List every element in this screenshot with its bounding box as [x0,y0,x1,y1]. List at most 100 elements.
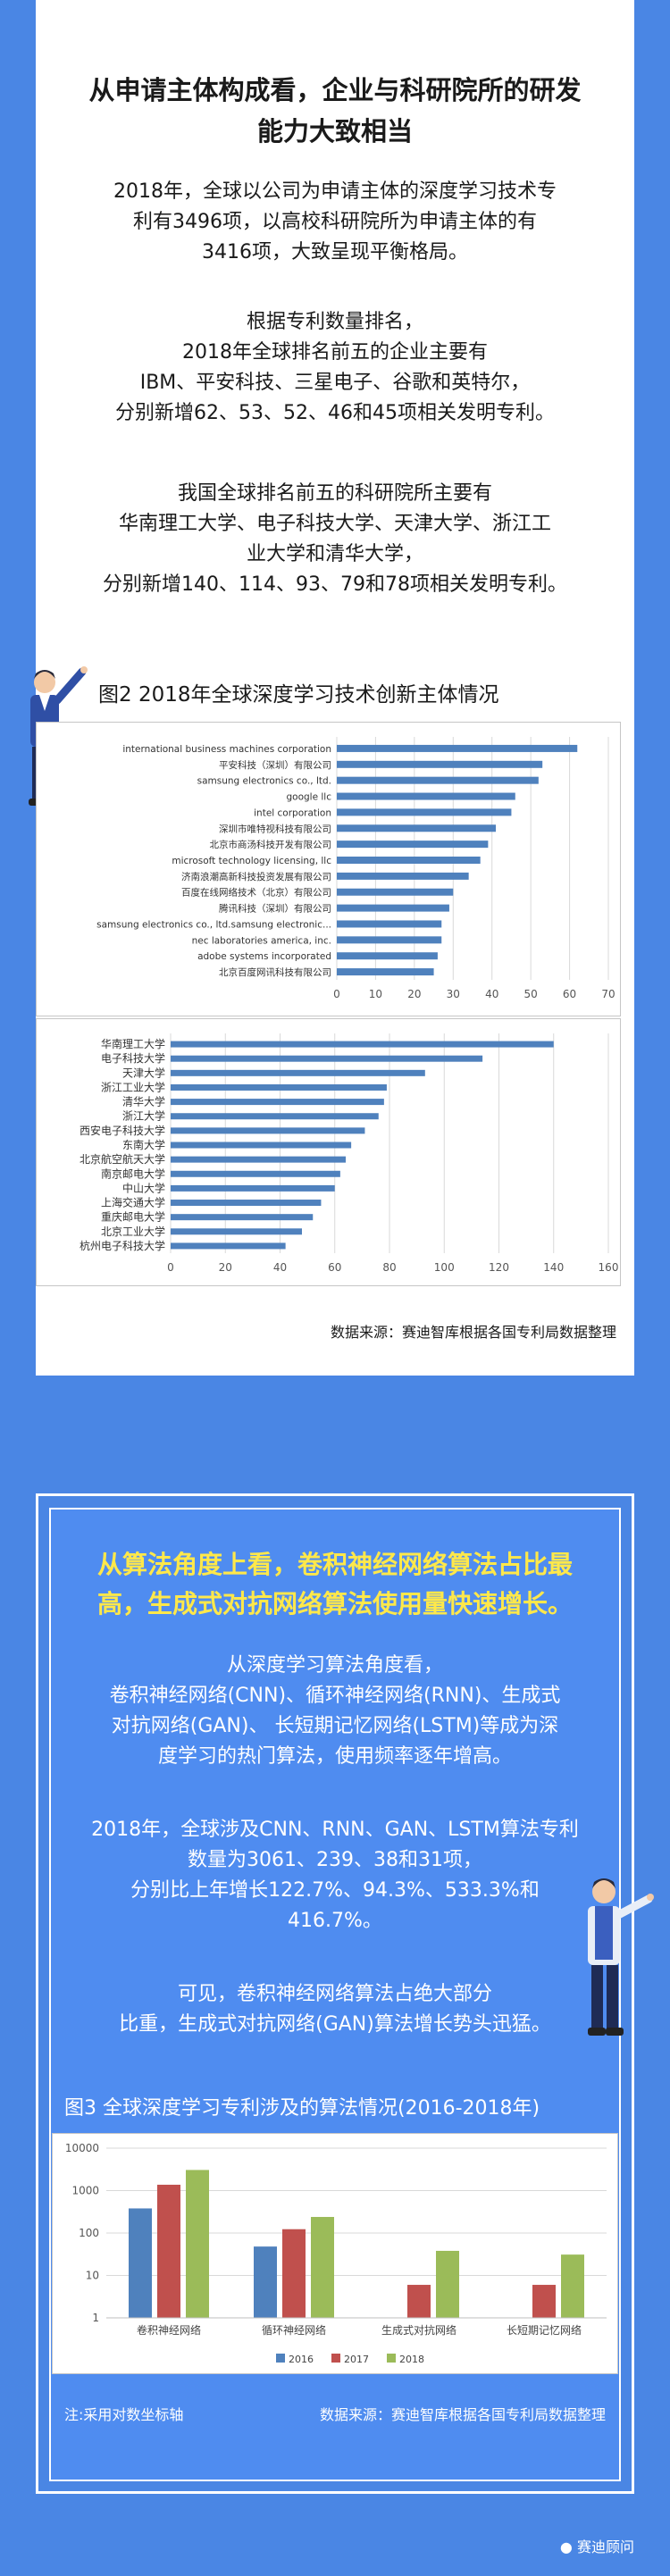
x-tick-label: 40 [485,988,498,1000]
section1-heading: 从申请主体构成看，企业与科研院所的研发 能力大致相当 [88,75,582,146]
category-label: 天津大学 [122,1066,165,1079]
bar [532,2285,556,2318]
category-label: 北京航空航天大学 [80,1152,165,1166]
x-tick-label: 0 [333,988,340,1000]
analyst-illustration [588,1878,654,2036]
bar [337,808,512,816]
section1-para1: 2018年，全球以公司为申请主体的深度学习技术专 利有3496项，以高校科研院所… [113,180,557,263]
bar [171,1083,387,1091]
x-tick-label: 60 [563,988,576,1000]
y-tick-label: 1000 [71,2185,99,2197]
legend-swatch [276,2354,285,2363]
bar [337,760,543,768]
section1-para2: 根据专利数量排名， 2018年全球排名前五的企业主要有 IBM、平安科技、三星电… [115,311,555,424]
section1-source: 数据来源：赛迪智库根据各国专利局数据整理 [330,1324,616,1341]
bar [282,2229,306,2318]
category-label: 中山大学 [122,1181,165,1194]
legend-label: 2017 [344,2354,369,2365]
bar [337,920,442,928]
x-tick-label: 20 [219,1261,232,1274]
category-label: 杭州电子科技大学 [80,1239,165,1252]
category-label: 上海交通大学 [101,1196,165,1209]
legend-swatch [331,2354,340,2363]
category-label: 济南浪潮高新科技投资发展有限公司 [181,871,331,882]
bar [436,2250,459,2318]
x-tick-label: 100 [434,1261,455,1274]
x-tick-label: 30 [447,988,460,1000]
category-label: microsoft technology licensing, llc [172,856,331,866]
bar [157,2184,180,2318]
category-label: 北京百度网讯科技有限公司 [219,966,331,978]
bar [171,1214,314,1221]
bar [337,888,454,896]
bar [186,2170,209,2318]
category-label: 深圳市唯特视科技有限公司 [219,823,331,834]
figure3-chart: 1 10 100 1000 10000 卷积神经网络 循环神经网络 生成式对抗网络 长短期记忆网… [52,2133,618,2374]
section2-para2: 2018年，全球涉及CNN、RNN、GAN、LSTM算法专利 数量为3061、2… [91,1819,579,1932]
x-tick-label: 160 [599,1261,619,1274]
category-label: samsung electronics co., ltd. [197,776,331,787]
category-label: 清华大学 [122,1095,165,1108]
bar [171,1184,335,1192]
section2-note: 注:采用对数坐标轴 [64,2406,184,2423]
bar [337,776,539,784]
bar [171,1127,365,1134]
figure2-chart-companies: 0 10 20 30 40 50 60 70 international business ma… [36,722,621,1016]
category-label: adobe systems incorporated [197,951,331,962]
section1-para3: 我国全球排名前五的科研院所主要有 华南理工大学、电子科技大学、天津大学、浙江工 … [103,482,567,596]
x-tick-label: 80 [382,1261,396,1274]
x-tick-label: 60 [328,1261,341,1274]
legend-label: 2016 [289,2354,314,2365]
category-label: google llc [286,792,331,803]
bar [171,1041,554,1048]
x-tick-label: 0 [167,1261,174,1274]
companies-bar-chart: 0 10 20 30 40 50 60 70 international business ma… [96,737,616,1000]
category-label: 西安电子科技大学 [80,1124,165,1137]
category-label: nec laboratories america, inc. [192,935,331,946]
bar [171,1200,322,1207]
category-label: 平安科技（深圳）有限公司 [219,759,331,771]
bar [129,2208,152,2318]
wechat-icon: ● [559,2538,573,2555]
bar [337,792,515,800]
bar [337,824,497,832]
bar [171,1156,346,1163]
x-tick-label: 120 [489,1261,509,1274]
x-tick-label: 50 [524,988,538,1000]
x-tick-label: 70 [601,988,615,1000]
bar [171,1142,352,1149]
bar [171,1113,379,1120]
section2-heading: 从算法角度上看，卷积神经网络算法占比最 高，生成式对抗网络算法使用量快速增长。 [96,1550,573,1618]
y-tick-label: 100 [79,2227,99,2239]
category-label: 生成式对抗网络 [381,2323,456,2337]
bar [337,841,489,849]
category-label: 东南大学 [122,1138,165,1151]
category-label: international business machines corporat… [122,744,331,755]
section2-para1: 从深度学习算法角度看， 卷积神经网络(CNN)、循环神经网络(RNN)、生成式 … [109,1654,561,1768]
category-label: 循环神经网络 [262,2323,326,2337]
category-label: 电子科技大学 [101,1051,165,1065]
bar [171,1069,425,1076]
category-label: 长短期记忆网络 [507,2323,582,2337]
bar [171,1242,286,1250]
bar [407,2285,431,2318]
figure2-title: 图2 2018年全球深度学习技术创新主体情况 [98,683,499,707]
institutes-bar-chart: 0 20 40 60 80 100 120 140 160 华南理工大学电子科技大学天津大学浙江工… [80,1033,619,1274]
section2-frame [36,1493,634,2494]
figure2-chart-institutes: 0 20 40 60 80 100 120 140 160 华南理工大学 电子科技大学 天津大学 浙江工… [36,1018,621,1286]
y-tick-label: 10 [86,2270,99,2282]
category-label: 百度在线网络技术（北京）有限公司 [181,887,331,899]
bar [254,2246,277,2318]
category-label: 北京市商汤科技开发有限公司 [210,839,332,850]
bar [311,2217,334,2318]
bar [171,1228,302,1235]
bar [171,1099,384,1106]
category-label: intel corporation [254,807,331,818]
y-tick-label: 1 [92,2312,99,2324]
category-label: 南京邮电大学 [101,1167,165,1180]
legend-label: 2018 [399,2354,424,2365]
bar [337,936,442,944]
category-label: 北京工业大学 [101,1225,165,1238]
bar [337,952,438,960]
category-label: 卷积神经网络 [137,2323,201,2337]
